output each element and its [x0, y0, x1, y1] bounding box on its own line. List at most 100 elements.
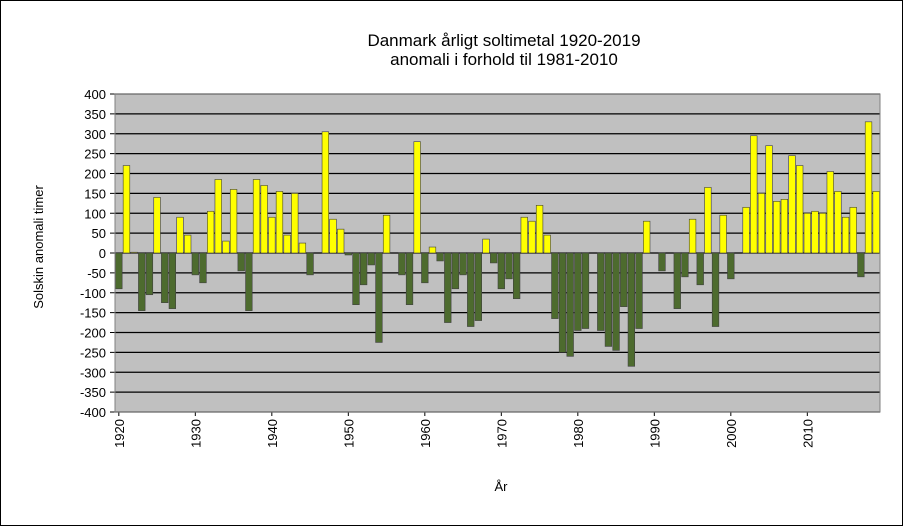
- bar: [191, 252, 199, 276]
- bar: [421, 252, 429, 284]
- bar: [115, 252, 123, 290]
- x-tick-label: 1970: [494, 419, 509, 448]
- bar: [490, 252, 498, 264]
- x-tick-label: 1930: [188, 419, 203, 448]
- x-tick-label: 1960: [418, 419, 433, 448]
- bar: [245, 252, 253, 311]
- bar: [696, 252, 704, 286]
- x-tick-label: 1920: [112, 419, 127, 448]
- bar: [643, 220, 651, 254]
- bar: [329, 218, 337, 254]
- bar: [153, 197, 161, 254]
- bar: [811, 210, 819, 254]
- bar: [581, 252, 590, 329]
- bar: [635, 252, 643, 329]
- bar: [199, 252, 207, 284]
- bar: [260, 185, 268, 254]
- bar: [566, 252, 574, 357]
- bar: [161, 252, 169, 303]
- bar: [459, 252, 467, 276]
- bar: [283, 234, 291, 254]
- bar: [306, 252, 314, 276]
- y-tick-label: 250: [84, 147, 106, 162]
- x-tick-label: 2000: [724, 419, 739, 448]
- bar: [872, 191, 880, 254]
- bar: [168, 252, 177, 309]
- bar: [176, 216, 184, 254]
- bar: [558, 252, 567, 353]
- bar: [803, 212, 811, 254]
- x-tick-label: 2010: [800, 419, 815, 448]
- bar: [719, 214, 727, 254]
- y-tick-label: -150: [80, 306, 106, 321]
- bar: [780, 199, 788, 254]
- bar: [436, 252, 444, 262]
- bar: [321, 131, 329, 254]
- bar: [543, 234, 551, 254]
- y-tick-label: 400: [84, 87, 106, 102]
- y-tick-label: 200: [84, 167, 106, 182]
- bar: [512, 252, 521, 300]
- bar: [535, 205, 544, 254]
- bar: [612, 252, 620, 351]
- y-tick-label: -250: [80, 345, 106, 360]
- bar: [727, 252, 735, 280]
- y-tick-label: -400: [80, 405, 106, 420]
- bar: [857, 252, 865, 278]
- x-tick-labels: 1920 1930 1940 1950 1960 1970 1980 1990 2000 2010: [112, 412, 815, 448]
- y-tick-label: -350: [80, 385, 106, 400]
- y-tick-label: -50: [87, 266, 106, 281]
- bar: [382, 214, 391, 254]
- y-axis-label: Solskin anomali timer: [31, 185, 46, 309]
- bar: [834, 191, 842, 254]
- bar: [405, 252, 414, 305]
- y-tick-label: -300: [80, 365, 106, 380]
- bar: [505, 252, 513, 280]
- bar: [688, 218, 697, 254]
- bar: [841, 216, 850, 254]
- y-tick-labels: -400 -350 -300 -250 -200 -150 -100 -50 0 50 100 150…: [80, 87, 115, 420]
- bar: [268, 216, 276, 254]
- y-tick-label: 0: [99, 246, 106, 261]
- bar: [757, 193, 766, 254]
- bar: [367, 252, 375, 266]
- bar: [451, 252, 460, 290]
- bar: [291, 193, 299, 254]
- x-axis-label: År: [495, 479, 509, 494]
- bar: [574, 252, 582, 331]
- bar: [275, 191, 284, 254]
- bar: [474, 252, 482, 321]
- y-tick-label: -100: [80, 286, 106, 301]
- bar: [375, 252, 383, 343]
- bar: [551, 252, 559, 319]
- bar: [482, 238, 490, 254]
- chart-subtitle: anomali i forhold til 1981-2010: [390, 50, 618, 69]
- y-tick-label: -200: [80, 326, 106, 341]
- chart-title: Danmark årligt soltimetal 1920-2019: [367, 31, 640, 50]
- x-tick-label: 1950: [341, 419, 356, 448]
- bar: [864, 121, 873, 254]
- bar: [428, 246, 437, 254]
- bar: [122, 165, 131, 254]
- bar: [849, 206, 857, 254]
- y-tick-label: 50: [92, 226, 106, 241]
- bar: [444, 252, 452, 323]
- bar: [359, 252, 368, 286]
- bar: [130, 251, 138, 254]
- bar: [497, 252, 505, 290]
- plot-border: [114, 93, 881, 413]
- bar: [742, 206, 750, 254]
- bar: [681, 252, 689, 278]
- bar: [818, 212, 827, 254]
- bar: [138, 252, 146, 311]
- bars: [115, 121, 880, 367]
- y-tick-label: 150: [84, 186, 106, 201]
- bar: [252, 179, 261, 254]
- bar: [229, 189, 238, 254]
- bar: [237, 252, 245, 272]
- x-tick-label: 1940: [265, 419, 280, 448]
- x-tick-label: 1990: [647, 419, 662, 448]
- bar: [704, 187, 712, 254]
- bar: [467, 252, 475, 327]
